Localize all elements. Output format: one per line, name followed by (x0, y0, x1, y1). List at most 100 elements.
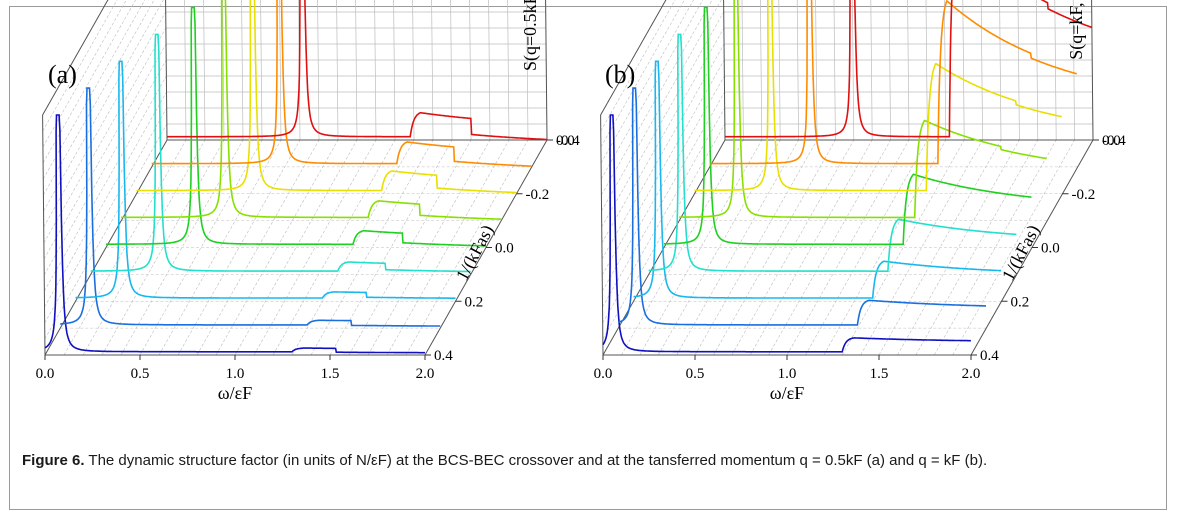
y-tick-label: 0.2 (1011, 294, 1030, 310)
side-wall-gridline (601, 11, 724, 228)
back-wall-gridline (852, 0, 855, 141)
series-line-0.2 (75, 60, 456, 299)
side-wall-gridline (44, 75, 167, 292)
floor-gridline (405, 139, 529, 356)
box-edge (1091, 0, 1094, 141)
side-wall-gridline (601, 0, 722, 212)
x-tick-label: 1.0 (226, 366, 245, 382)
floor-gridline (63, 139, 187, 356)
back-wall-gridline (469, 0, 472, 141)
caption-text: The dynamic structure factor (in units o… (84, 452, 988, 469)
floor-gridline (386, 139, 510, 356)
side-wall-gridline (42, 0, 109, 116)
side-wall-gridline (44, 123, 168, 340)
box-edge (42, 0, 109, 116)
side-wall-gridline (42, 0, 136, 164)
series-line--0.3 (151, 0, 532, 167)
side-wall-gridline (43, 59, 167, 276)
series-line-0.3 (617, 87, 986, 326)
back-wall-gridline (1036, 0, 1039, 141)
back-wall-gridline (925, 0, 928, 141)
side-wall-gridline (600, 0, 704, 180)
series-line-0.1 (90, 33, 471, 273)
y-tick-label: -0.2 (1072, 187, 1096, 203)
x-tick-label: 0.5 (686, 366, 705, 382)
back-wall-gridline (336, 0, 339, 141)
floor-gridline (291, 139, 415, 356)
back-wall-gridline (374, 0, 377, 141)
side-wall-gridline (600, 0, 694, 164)
panel-label: (a) (48, 60, 77, 89)
box-edge (723, 0, 726, 141)
floor-gridline (805, 139, 928, 356)
box-edge (545, 0, 548, 141)
x-axis-title: ω/εF (218, 383, 252, 403)
y-tick-label: 0.0 (1041, 241, 1060, 257)
floor-gridline (878, 139, 1002, 356)
x-tick-label: 1.5 (321, 366, 340, 382)
y-tick-label: 0.4 (980, 348, 999, 364)
floor-gridline (749, 139, 873, 356)
back-wall-gridline (980, 0, 983, 141)
back-wall-gridline (393, 0, 396, 141)
back-wall-gridline (507, 0, 510, 141)
back-wall-gridline (778, 0, 781, 141)
series-line-0.4 (44, 114, 425, 354)
x-tick-label: 1.0 (778, 366, 797, 382)
x-tick-label: 0.5 (131, 366, 150, 382)
floor-gridline (841, 139, 965, 356)
series-line-0.1 (648, 33, 1017, 272)
back-wall-gridline (222, 0, 225, 141)
z-tick-label: 0.0 (556, 133, 575, 149)
floor-gridline (329, 139, 453, 356)
side-wall-gridline (43, 0, 164, 212)
floor-gridline (348, 139, 472, 356)
box-edge (42, 114, 46, 356)
floor-gridline (215, 139, 339, 356)
floor-gridline (139, 139, 263, 356)
series-line-0 (663, 6, 1032, 246)
floor-gridline (823, 139, 947, 356)
floor-gridline (897, 139, 1020, 356)
side-wall-gridline (602, 91, 725, 308)
z-axis-title: S(q=0.5kF, ω) (520, 0, 541, 71)
series-line-0.2 (633, 60, 1002, 299)
floor-gridline (713, 139, 836, 356)
floor-gridline (676, 139, 799, 356)
figure-caption: Figure 6. The dynamic structure factor (… (22, 451, 1142, 471)
box-edge (600, 0, 667, 116)
back-wall-gridline (203, 0, 206, 141)
series-line--0.1 (121, 0, 502, 220)
side-wall-gridline (601, 0, 713, 196)
y-axis-title: 1/(kFas) (452, 222, 499, 285)
back-wall-gridline (907, 0, 910, 141)
figure-frame (9, 6, 1167, 510)
back-wall-gridline (888, 0, 891, 141)
floor-gridline (915, 139, 1039, 356)
x-tick-label: 0.0 (36, 366, 55, 382)
box-edge (600, 114, 604, 356)
box-edge (165, 0, 168, 141)
side-wall-gridline (42, 0, 146, 180)
back-wall-gridline (870, 0, 873, 141)
floor-gridline (253, 139, 377, 356)
floor-gridline (657, 139, 781, 356)
caption-label: Figure 6. (22, 452, 85, 469)
y-tick-label: -0.4 (556, 133, 580, 149)
x-axis-title: ω/εF (770, 383, 804, 403)
x-tick-label: 2.0 (416, 366, 435, 382)
z-axis-title: S(q=kF, ω) (1066, 0, 1087, 60)
series-line-0.3 (60, 87, 441, 327)
back-wall-gridline (999, 0, 1002, 141)
floor-gridline (120, 139, 244, 356)
floor-gridline (768, 139, 891, 356)
y-tick-label: 0.0 (495, 241, 514, 257)
back-wall-gridline (944, 0, 947, 141)
floor-gridline (621, 139, 744, 356)
floor-gridline (694, 139, 818, 356)
back-wall-gridline (260, 0, 263, 141)
floor-gridline (234, 139, 358, 356)
back-wall-gridline (796, 0, 799, 141)
series-line-0 (106, 6, 486, 247)
